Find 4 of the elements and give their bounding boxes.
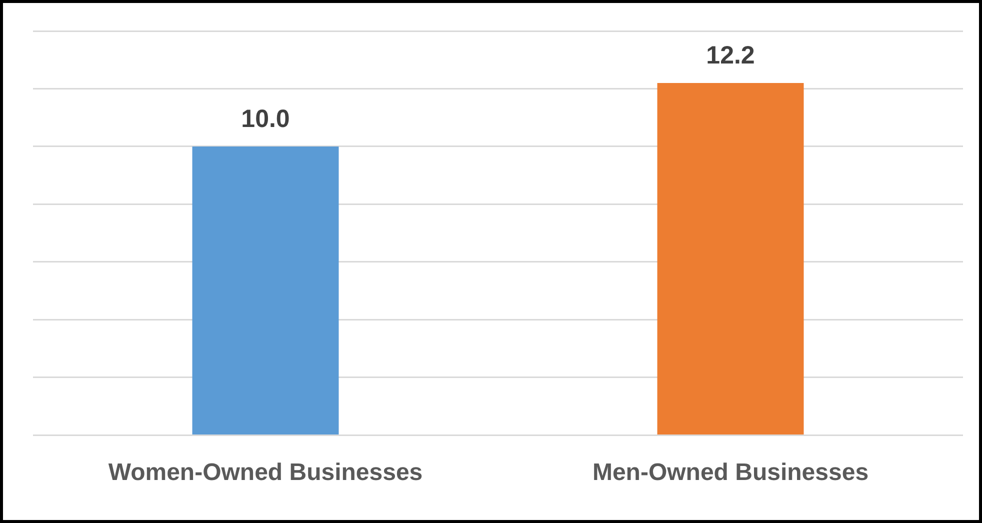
data-label: 10.0 [241, 104, 290, 133]
data-label: 12.2 [706, 41, 755, 70]
x-tick-label: Women-Owned Businesses [108, 459, 423, 486]
x-tick-label: Men-Owned Businesses [592, 459, 869, 486]
